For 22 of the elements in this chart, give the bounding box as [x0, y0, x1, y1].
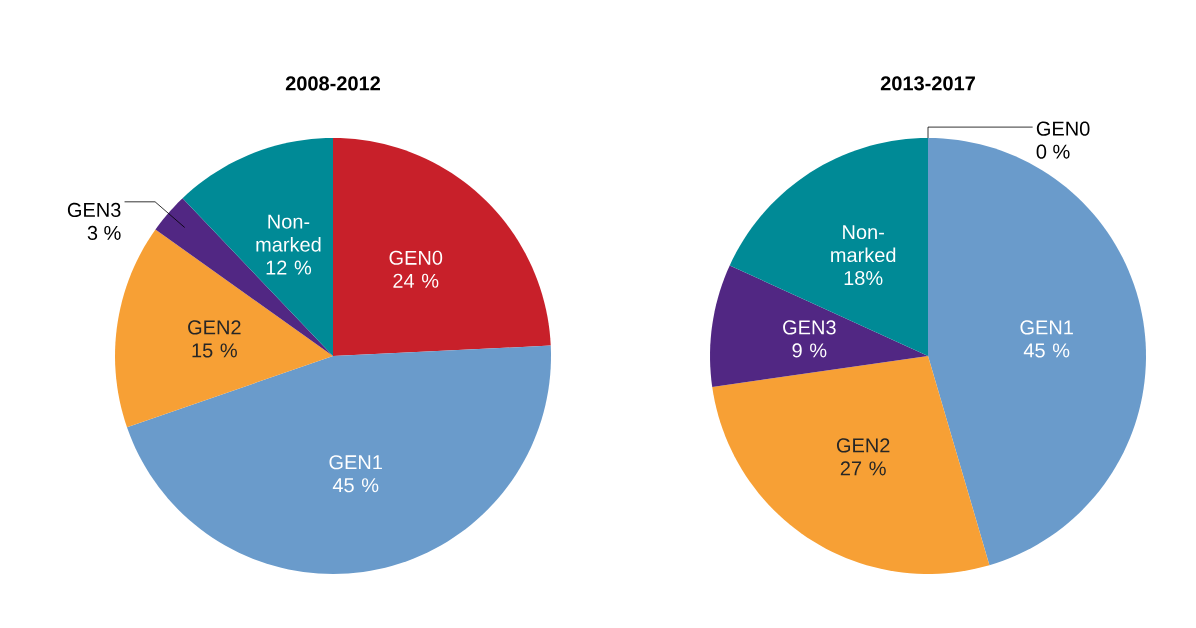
slice-label: GEN1: [329, 455, 382, 470]
data-label: 45 %: [1023, 343, 1070, 358]
slice-label: GEN2: [188, 320, 241, 335]
data-label: 3 %: [87, 225, 121, 241]
chart-title: 2013-2017: [880, 76, 975, 91]
data-label: 27 %: [840, 461, 886, 476]
data-label: 45 %: [332, 478, 379, 493]
category-label: GEN0: [1036, 121, 1090, 136]
data-label: 24 %: [393, 273, 439, 288]
data-label: 15 %: [192, 343, 237, 358]
chart-title: 2008-2012: [285, 76, 381, 91]
slice-label: GEN0: [389, 250, 443, 265]
text: 0 %: [1036, 144, 1070, 159]
slice-label: GEN3: [67, 202, 121, 218]
slice-label: Non-marked: [831, 225, 896, 263]
slice-label: GEN1: [1020, 320, 1073, 335]
slice-label: GEN3: [783, 320, 836, 335]
slice-label: Non-marked: [256, 214, 321, 252]
data-label: 12 %: [266, 260, 312, 275]
data-label: 9 %: [792, 343, 827, 358]
data-label: 18%: [844, 270, 883, 286]
slice-label: GEN2: [836, 438, 890, 453]
